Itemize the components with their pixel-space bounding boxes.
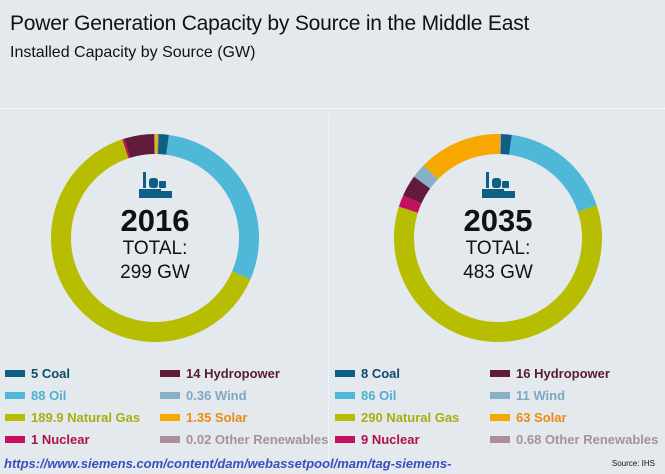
legend-item-solar: 1.35 Solar: [160, 410, 247, 425]
legend-item-hydropower: 14 Hydropower: [160, 366, 280, 381]
legend-label: 0.02 Other Renewables: [186, 432, 329, 447]
donut-year: 2035: [463, 203, 533, 238]
legend-label: 0.68 Other Renewables: [516, 432, 659, 447]
horizontal-divider: [0, 108, 665, 109]
legend-item-other-renewables: 0.02 Other Renewables: [160, 432, 328, 447]
donut-total-value: 483 GW: [463, 262, 533, 283]
legend-item-wind: 11 Wind: [490, 388, 565, 403]
chart-subtitle: Installed Capacity by Source (GW): [10, 44, 256, 61]
legend-swatch: [490, 436, 510, 443]
donut-slice-wind: [414, 165, 438, 189]
donut-slice-nuclear: [122, 138, 131, 159]
legend-label: 5 Coal: [31, 366, 71, 381]
donut-slice-coal: [157, 134, 169, 155]
legend-swatch: [5, 370, 25, 377]
donut-slice-natural-gas: [394, 205, 602, 342]
donut-year: 2016: [120, 203, 190, 238]
legend-label: 0.36 Wind: [186, 388, 247, 403]
legend-swatch: [335, 414, 355, 421]
source-url-link[interactable]: https://www.siemens.com/content/dam/weba…: [4, 456, 452, 471]
power-plant-icon: [139, 172, 172, 198]
legend-swatch: [5, 436, 25, 443]
legend-swatch: [160, 392, 180, 399]
donut-total-label: TOTAL:: [465, 238, 531, 259]
legend-swatch: [5, 392, 25, 399]
donut-slice-hydropower: [124, 134, 155, 158]
legend-swatch: [160, 370, 180, 377]
donut-slice-oil: [166, 134, 259, 280]
legend-label: 290 Natural Gas: [361, 410, 460, 425]
legend-label: 189.9 Natural Gas: [31, 410, 141, 425]
donut-slice-other-renewables: [499, 134, 502, 155]
power-plant-icon: [482, 172, 515, 198]
donut-slice-oil: [509, 134, 597, 212]
legend-swatch: [335, 370, 355, 377]
legend-swatch: [335, 392, 355, 399]
donut-slice-coal: [500, 134, 512, 155]
donut-slice-nuclear: [398, 195, 422, 213]
donut-slice-hydropower: [403, 176, 431, 204]
donut-slice-wind: [154, 134, 156, 155]
legend-label: 1.35 Solar: [186, 410, 248, 425]
legend-item-natural-gas: 189.9 Natural Gas: [5, 410, 140, 425]
legend-label: 63 Solar: [516, 410, 567, 425]
legend-item-nuclear: 9 Nuclear: [335, 432, 420, 447]
donut-center-2016: 2016 TOTAL: 299 GW: [95, 170, 215, 285]
source-note: Source: IHS: [611, 459, 655, 468]
legend-label: 88 Oil: [31, 388, 67, 403]
donut-chart-2035: [394, 134, 602, 342]
legend-label: 9 Nuclear: [361, 432, 420, 447]
legend-swatch: [5, 414, 25, 421]
donut-slice-solar: [423, 134, 501, 180]
donut-total-value: 299 GW: [120, 262, 190, 283]
donut-chart-2016: [51, 134, 259, 342]
legend-item-coal: 5 Coal: [5, 366, 70, 381]
donut-slice-solar: [155, 134, 159, 155]
donut-total-label: TOTAL:: [122, 238, 188, 259]
legend-item-hydropower: 16 Hydropower: [490, 366, 610, 381]
legend-item-natural-gas: 290 Natural Gas: [335, 410, 459, 425]
legend-label: 8 Coal: [361, 366, 401, 381]
legend-swatch: [160, 414, 180, 421]
legend-label: 16 Hydropower: [516, 366, 610, 381]
legend-label: 1 Nuclear: [31, 432, 90, 447]
vertical-divider: [328, 116, 329, 461]
legend-swatch: [335, 436, 355, 443]
legend-label: 86 Oil: [361, 388, 397, 403]
legend-item-wind: 0.36 Wind: [160, 388, 247, 403]
legend-item-solar: 63 Solar: [490, 410, 567, 425]
legend-item-coal: 8 Coal: [335, 366, 400, 381]
donut-center-2035: 2035 TOTAL: 483 GW: [438, 170, 558, 285]
legend-item-nuclear: 1 Nuclear: [5, 432, 90, 447]
legend-item-other-renewables: 0.68 Other Renewables: [490, 432, 658, 447]
legend-swatch: [160, 436, 180, 443]
legend-label: 11 Wind: [516, 388, 566, 403]
legend-swatch: [490, 392, 510, 399]
legend-item-oil: 88 Oil: [5, 388, 66, 403]
legend-item-oil: 86 Oil: [335, 388, 396, 403]
donut-slice-other-renewables: [157, 134, 159, 155]
legend-swatch: [490, 414, 510, 421]
legend-label: 14 Hydropower: [186, 366, 280, 381]
legend-swatch: [490, 370, 510, 377]
chart-title: Power Generation Capacity by Source in t…: [10, 12, 530, 35]
